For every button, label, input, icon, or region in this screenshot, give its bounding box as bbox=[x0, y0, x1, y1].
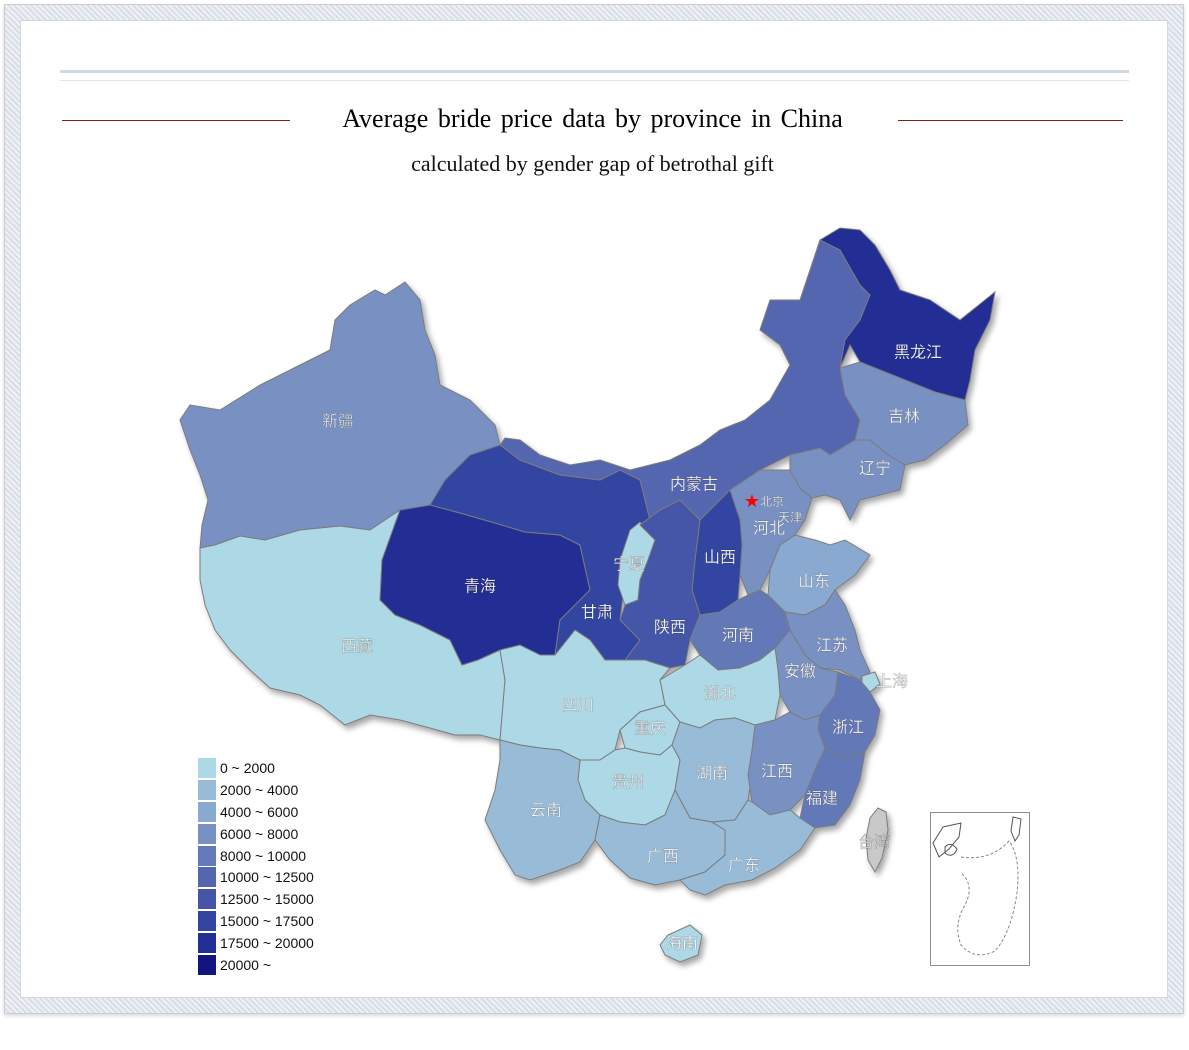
legend-item[interactable]: 4000 ~ 6000 bbox=[198, 801, 314, 823]
province-label-山东: 山东 bbox=[798, 572, 830, 591]
legend-item[interactable]: 6000 ~ 8000 bbox=[198, 823, 314, 845]
province-label-贵州: 贵州 bbox=[612, 773, 644, 792]
province-label-新疆: 新疆 bbox=[322, 412, 354, 431]
legend-label: 0 ~ 2000 bbox=[220, 759, 275, 776]
province-label-浙江: 浙江 bbox=[832, 718, 864, 737]
chart-subtitle: calculated by gender gap of betrothal gi… bbox=[411, 151, 774, 176]
legend-item[interactable]: 12500 ~ 15000 bbox=[198, 888, 314, 910]
province-label-甘肃: 甘肃 bbox=[581, 603, 613, 622]
legend-label: 20000 ~ bbox=[220, 956, 271, 973]
province-福建[interactable] bbox=[799, 747, 866, 829]
province-label-青海: 青海 bbox=[464, 577, 496, 596]
province-label-江苏: 江苏 bbox=[816, 636, 848, 655]
province-label-西藏: 西藏 bbox=[341, 637, 373, 656]
province-云南[interactable] bbox=[484, 739, 601, 881]
province-label-广东: 广东 bbox=[728, 856, 760, 875]
legend-label: 6000 ~ 8000 bbox=[220, 825, 299, 842]
chart-title: Average bride price data by province in … bbox=[342, 104, 843, 133]
province-label-河南: 河南 bbox=[722, 626, 754, 645]
legend-item[interactable]: 0 ~ 2000 bbox=[198, 757, 314, 779]
province-label-河北: 河北 bbox=[753, 519, 785, 538]
legend-swatch bbox=[198, 954, 216, 975]
legend-label: 12500 ~ 15000 bbox=[220, 891, 314, 908]
province-label-宁夏: 宁夏 bbox=[613, 555, 645, 574]
province-label-黑龙江: 黑龙江 bbox=[894, 343, 942, 362]
province-label-山西: 山西 bbox=[704, 548, 736, 567]
legend-item[interactable]: 17500 ~ 20000 bbox=[198, 932, 314, 954]
province-黑龙江[interactable] bbox=[818, 227, 996, 401]
legend-item[interactable]: 15000 ~ 17500 bbox=[198, 910, 314, 932]
province-广东[interactable] bbox=[679, 799, 816, 896]
province-label-云南: 云南 bbox=[530, 801, 562, 820]
title-rule-right bbox=[898, 120, 1123, 121]
province-label-内蒙古: 内蒙古 bbox=[670, 475, 718, 494]
province-label-湖南: 湖南 bbox=[696, 764, 728, 783]
south-china-sea-inset bbox=[930, 812, 1030, 966]
legend-item[interactable]: 8000 ~ 10000 bbox=[198, 845, 314, 867]
legend-swatch bbox=[198, 757, 216, 778]
province-label-海南: 海南 bbox=[666, 934, 698, 953]
province-label-安徽: 安徽 bbox=[784, 662, 816, 681]
province-label-辽宁: 辽宁 bbox=[859, 459, 891, 478]
legend-swatch bbox=[198, 801, 216, 822]
province-label-广西: 广西 bbox=[647, 847, 679, 866]
map-legend: 0 ~ 2000 2000 ~ 4000 4000 ~ 6000 6000 ~ 800… bbox=[198, 757, 314, 976]
province-吉林[interactable] bbox=[839, 361, 969, 466]
legend-item[interactable]: 20000 ~ bbox=[198, 954, 314, 976]
province-label-吉林: 吉林 bbox=[888, 407, 920, 426]
legend-label: 10000 ~ 12500 bbox=[220, 869, 314, 886]
province-label-福建: 福建 bbox=[806, 789, 838, 808]
legend-label: 2000 ~ 4000 bbox=[220, 781, 299, 798]
province-label-台湾: 台湾 bbox=[858, 833, 890, 852]
legend-swatch bbox=[198, 823, 216, 844]
legend-item[interactable]: 2000 ~ 4000 bbox=[198, 779, 314, 801]
province-label-四川: 四川 bbox=[562, 696, 594, 715]
legend-swatch bbox=[198, 933, 216, 954]
province-海南[interactable] bbox=[659, 924, 703, 963]
legend-swatch bbox=[198, 845, 216, 866]
province-label-重庆: 重庆 bbox=[634, 719, 666, 738]
legend-label: 4000 ~ 6000 bbox=[220, 803, 299, 820]
legend-swatch bbox=[198, 889, 216, 910]
province-label-湖北: 湖北 bbox=[704, 684, 736, 703]
legend-swatch bbox=[198, 779, 216, 800]
legend-swatch bbox=[198, 867, 216, 888]
legend-item[interactable]: 10000 ~ 12500 bbox=[198, 866, 314, 888]
capital-star-icon: ★ bbox=[744, 491, 760, 512]
title-rule-left bbox=[62, 120, 290, 121]
province-label-陕西: 陕西 bbox=[654, 618, 686, 637]
south-china-sea-outline bbox=[932, 816, 1022, 956]
legend-label: 17500 ~ 20000 bbox=[220, 935, 314, 952]
province-label-上海: 上海 bbox=[876, 672, 908, 691]
header-rule bbox=[60, 70, 1129, 73]
legend-label: 8000 ~ 10000 bbox=[220, 847, 307, 864]
legend-label: 15000 ~ 17500 bbox=[220, 913, 314, 930]
legend-swatch bbox=[198, 911, 216, 932]
province-label-北京: 北京 bbox=[760, 495, 784, 509]
province-台湾[interactable] bbox=[865, 807, 889, 874]
header-rule-thin bbox=[60, 80, 1129, 81]
province-label-江西: 江西 bbox=[761, 762, 793, 781]
province-label-天津: 天津 bbox=[778, 511, 802, 525]
